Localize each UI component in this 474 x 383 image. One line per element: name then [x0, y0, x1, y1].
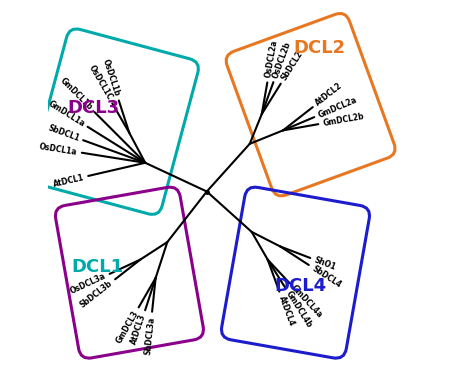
- Text: SbDCL1: SbDCL1: [46, 123, 81, 143]
- Text: DCL2: DCL2: [293, 39, 346, 57]
- Text: OsDCL1C: OsDCL1C: [87, 64, 114, 102]
- Text: AtDCL2: AtDCL2: [313, 81, 344, 108]
- Text: GmDCL4a: GmDCL4a: [290, 283, 324, 320]
- Text: AtDCL3: AtDCL3: [130, 313, 148, 346]
- Text: GmDCL3: GmDCL3: [114, 309, 140, 345]
- Text: GmDCL1b: GmDCL1b: [59, 76, 94, 112]
- Text: OsDCL1b: OsDCL1b: [101, 58, 122, 98]
- Text: GmDCL1a: GmDCL1a: [46, 98, 86, 128]
- Text: GmDCL4b: GmDCL4b: [284, 289, 314, 329]
- Text: AtDCL1: AtDCL1: [52, 173, 85, 188]
- Text: OsDCL2b: OsDCL2b: [271, 40, 292, 79]
- Text: SbDCL3b: SbDCL3b: [78, 278, 114, 309]
- Text: SbDCL4: SbDCL4: [310, 264, 343, 289]
- Text: DCL1: DCL1: [71, 258, 123, 276]
- Text: DCL4: DCL4: [275, 277, 327, 295]
- Text: AtDCL4: AtDCL4: [277, 294, 296, 327]
- Text: GmDCL2b: GmDCL2b: [322, 112, 365, 128]
- Text: ShO1: ShO1: [313, 255, 337, 272]
- Text: DCL3: DCL3: [67, 100, 119, 118]
- Text: OsDCL1a: OsDCL1a: [39, 142, 78, 157]
- Text: OsDCL3a: OsDCL3a: [69, 272, 108, 296]
- Text: SbDCL2: SbDCL2: [279, 49, 304, 82]
- Text: GmDCL2a: GmDCL2a: [317, 95, 358, 119]
- Text: SbDCL3a: SbDCL3a: [143, 316, 156, 355]
- Text: OsDCL2a: OsDCL2a: [264, 39, 279, 79]
